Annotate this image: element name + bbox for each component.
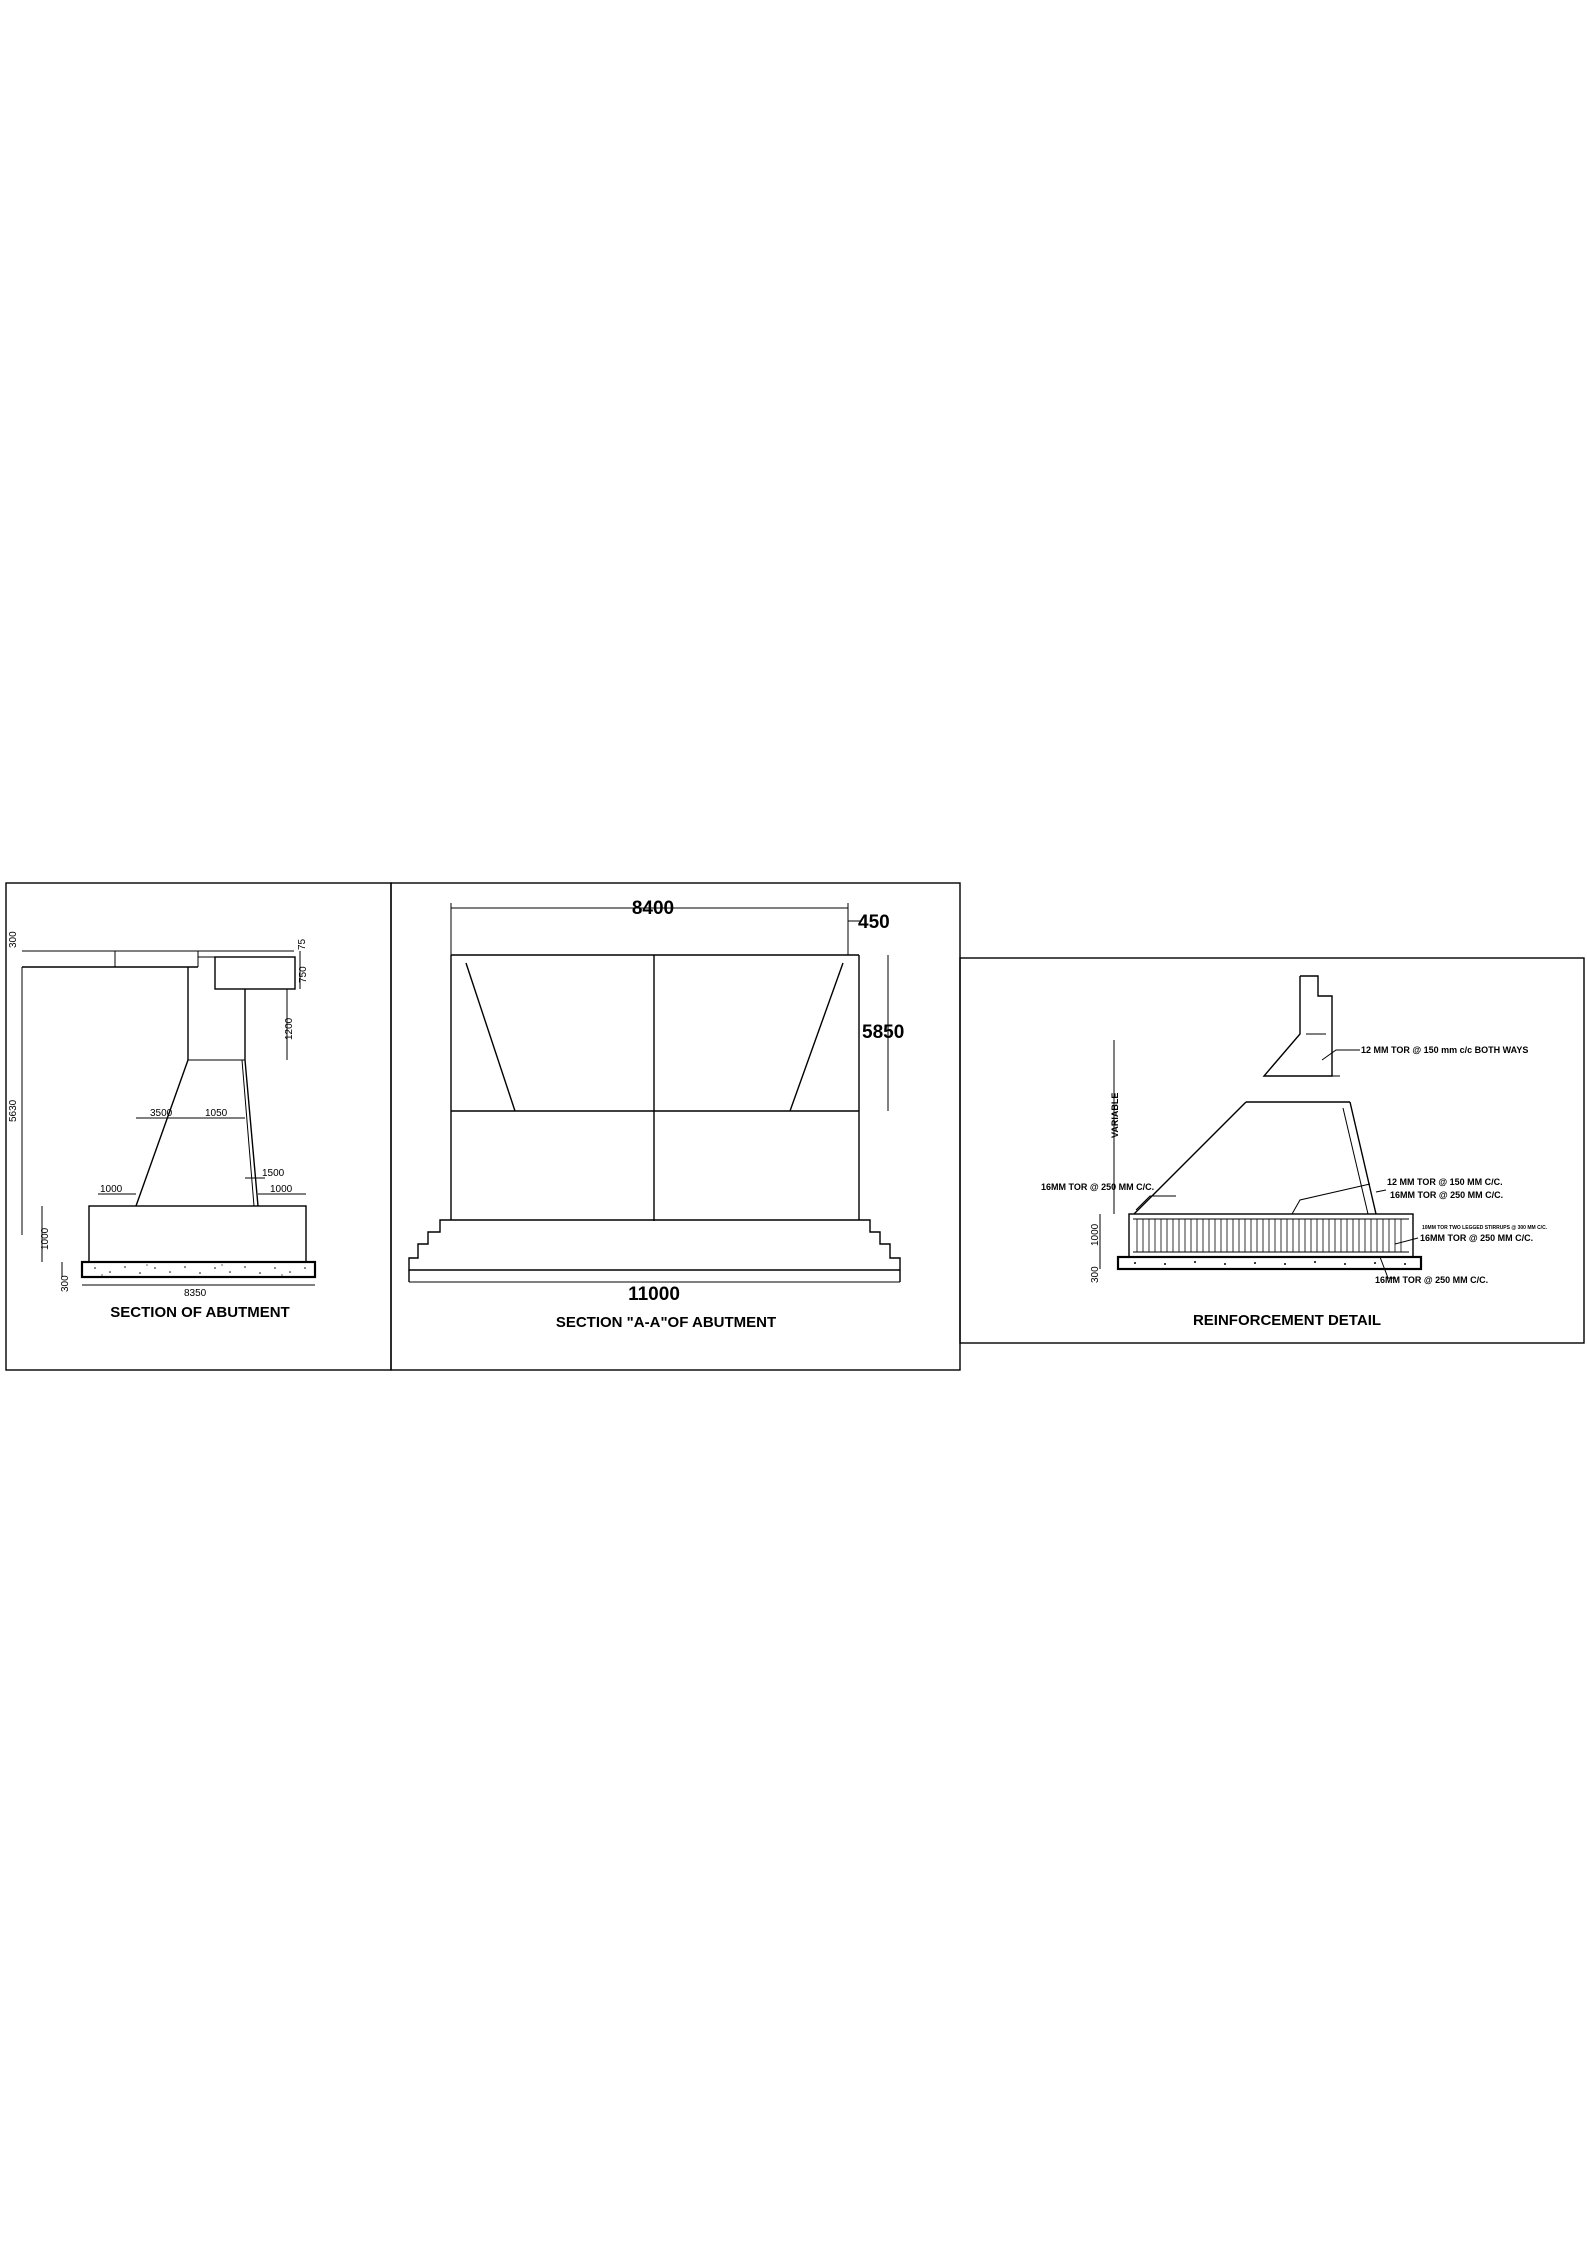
dim-5850: 5850 [862, 1022, 904, 1043]
dim-8400: 8400 [632, 898, 674, 919]
note-base-bars-2: 16MM TOR @ 250 MM C/C. [1375, 1275, 1488, 1285]
reinforcement-drawing: /* placeholder no-op */ VARIABLE 1000 30… [1041, 975, 1548, 1329]
note-right-bars-1: 12 MM TOR @ 150 MM C/C. [1387, 1177, 1503, 1187]
note-base-bars-1: 16MM TOR @ 250 MM C/C. [1420, 1233, 1533, 1243]
dim-5630: 5630 [8, 1099, 19, 1122]
dim-1000-vert: 1000 [40, 1227, 51, 1250]
dim-1000-right: 1000 [270, 1184, 293, 1195]
note-stirrups: 10MM TOR TWO LEGGED STIRRUPS @ 300 MM C/… [1422, 1225, 1548, 1231]
dim-8350: 8350 [184, 1288, 207, 1299]
dim-11000: 11000 [628, 1284, 680, 1305]
dim-300-base: 300 [60, 1275, 71, 1292]
rf-dim-300: 300 [1090, 1266, 1101, 1283]
section-aa-title: SECTION "A-A"OF ABUTMENT [556, 1314, 776, 1331]
variable-label: VARIABLE [1110, 1093, 1120, 1138]
abutment-section-drawing: 300 75 750 1200 5630 3500 1050 1500 1000… [8, 931, 317, 1321]
dim-75: 75 [297, 938, 308, 950]
note-cap-bars: 12 MM TOR @ 150 mm c/c BOTH WAYS [1361, 1045, 1528, 1055]
dim-450: 450 [858, 912, 890, 933]
dim-1000-left: 1000 [100, 1184, 123, 1195]
abutment-section-title: SECTION OF ABUTMENT [110, 1304, 289, 1321]
dim-3500: 3500 [150, 1108, 173, 1119]
section-aa-drawing: 8400 450 5850 11000 SECTION "A-A"OF ABUT… [408, 898, 904, 1331]
rf-dim-1000: 1000 [1090, 1223, 1101, 1246]
panel-frames [5, 882, 1585, 1371]
reinforcement-title: REINFORCEMENT DETAIL [1193, 1312, 1381, 1329]
dim-1200: 1200 [284, 1017, 295, 1040]
dim-1050: 1050 [205, 1108, 228, 1119]
stirrup-lines [1136, 1219, 1402, 1252]
dim-750: 750 [298, 966, 309, 983]
note-left-bars: 16MM TOR @ 250 MM C/C. [1041, 1182, 1154, 1192]
pcc-hatch [94, 1264, 306, 1276]
frame-right [959, 957, 1585, 1344]
dim-1500: 1500 [262, 1168, 285, 1179]
dim-300: 300 [8, 931, 19, 948]
note-right-bars-2: 16MM TOR @ 250 MM C/C. [1390, 1190, 1503, 1200]
